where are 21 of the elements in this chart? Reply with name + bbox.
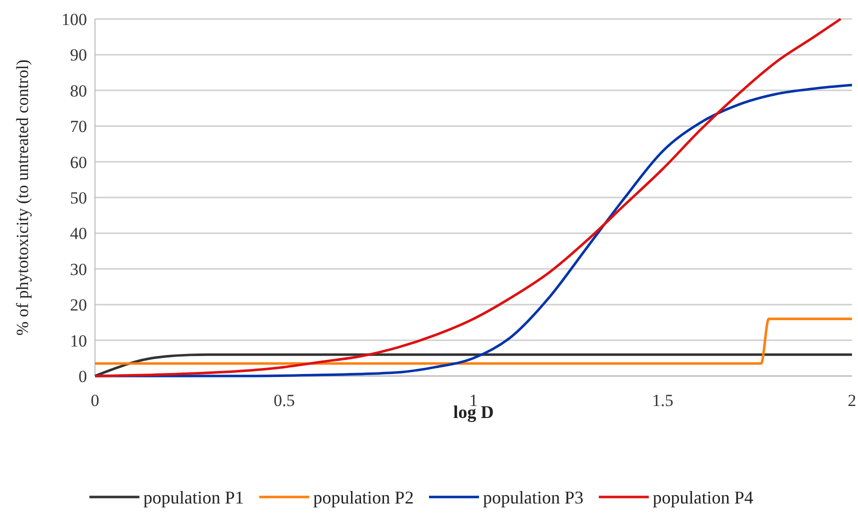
y-axis-title: % of phytotoxicity (to untreated control) — [13, 59, 32, 336]
y-tick-label: 0 — [78, 366, 87, 386]
x-tick-label: 0 — [90, 391, 100, 410]
y-tick-label: 20 — [70, 296, 87, 315]
y-tick-label: 30 — [70, 260, 87, 279]
y-tick-label: 70 — [70, 117, 87, 136]
y-tick-label: 60 — [70, 152, 87, 172]
y-tick-label: 50 — [70, 188, 87, 208]
x-tick-label: 1.5 — [652, 391, 674, 410]
y-tick-label: 80 — [70, 81, 87, 100]
line-series — [94, 18, 842, 378]
x-tick-label: 0.5 — [274, 391, 295, 410]
y-tick-label: 100 — [62, 10, 87, 29]
y-tick-label: 10 — [70, 331, 87, 350]
x-tick-label: 2 — [848, 391, 856, 410]
legend-label: population P4 — [652, 487, 754, 508]
legend-label: population P2 — [313, 487, 414, 508]
y-tick-label: 40 — [70, 224, 87, 244]
legend-label: population P3 — [483, 487, 584, 508]
y-tick-label: 90 — [70, 46, 87, 65]
legend-label: population P1 — [143, 487, 244, 508]
